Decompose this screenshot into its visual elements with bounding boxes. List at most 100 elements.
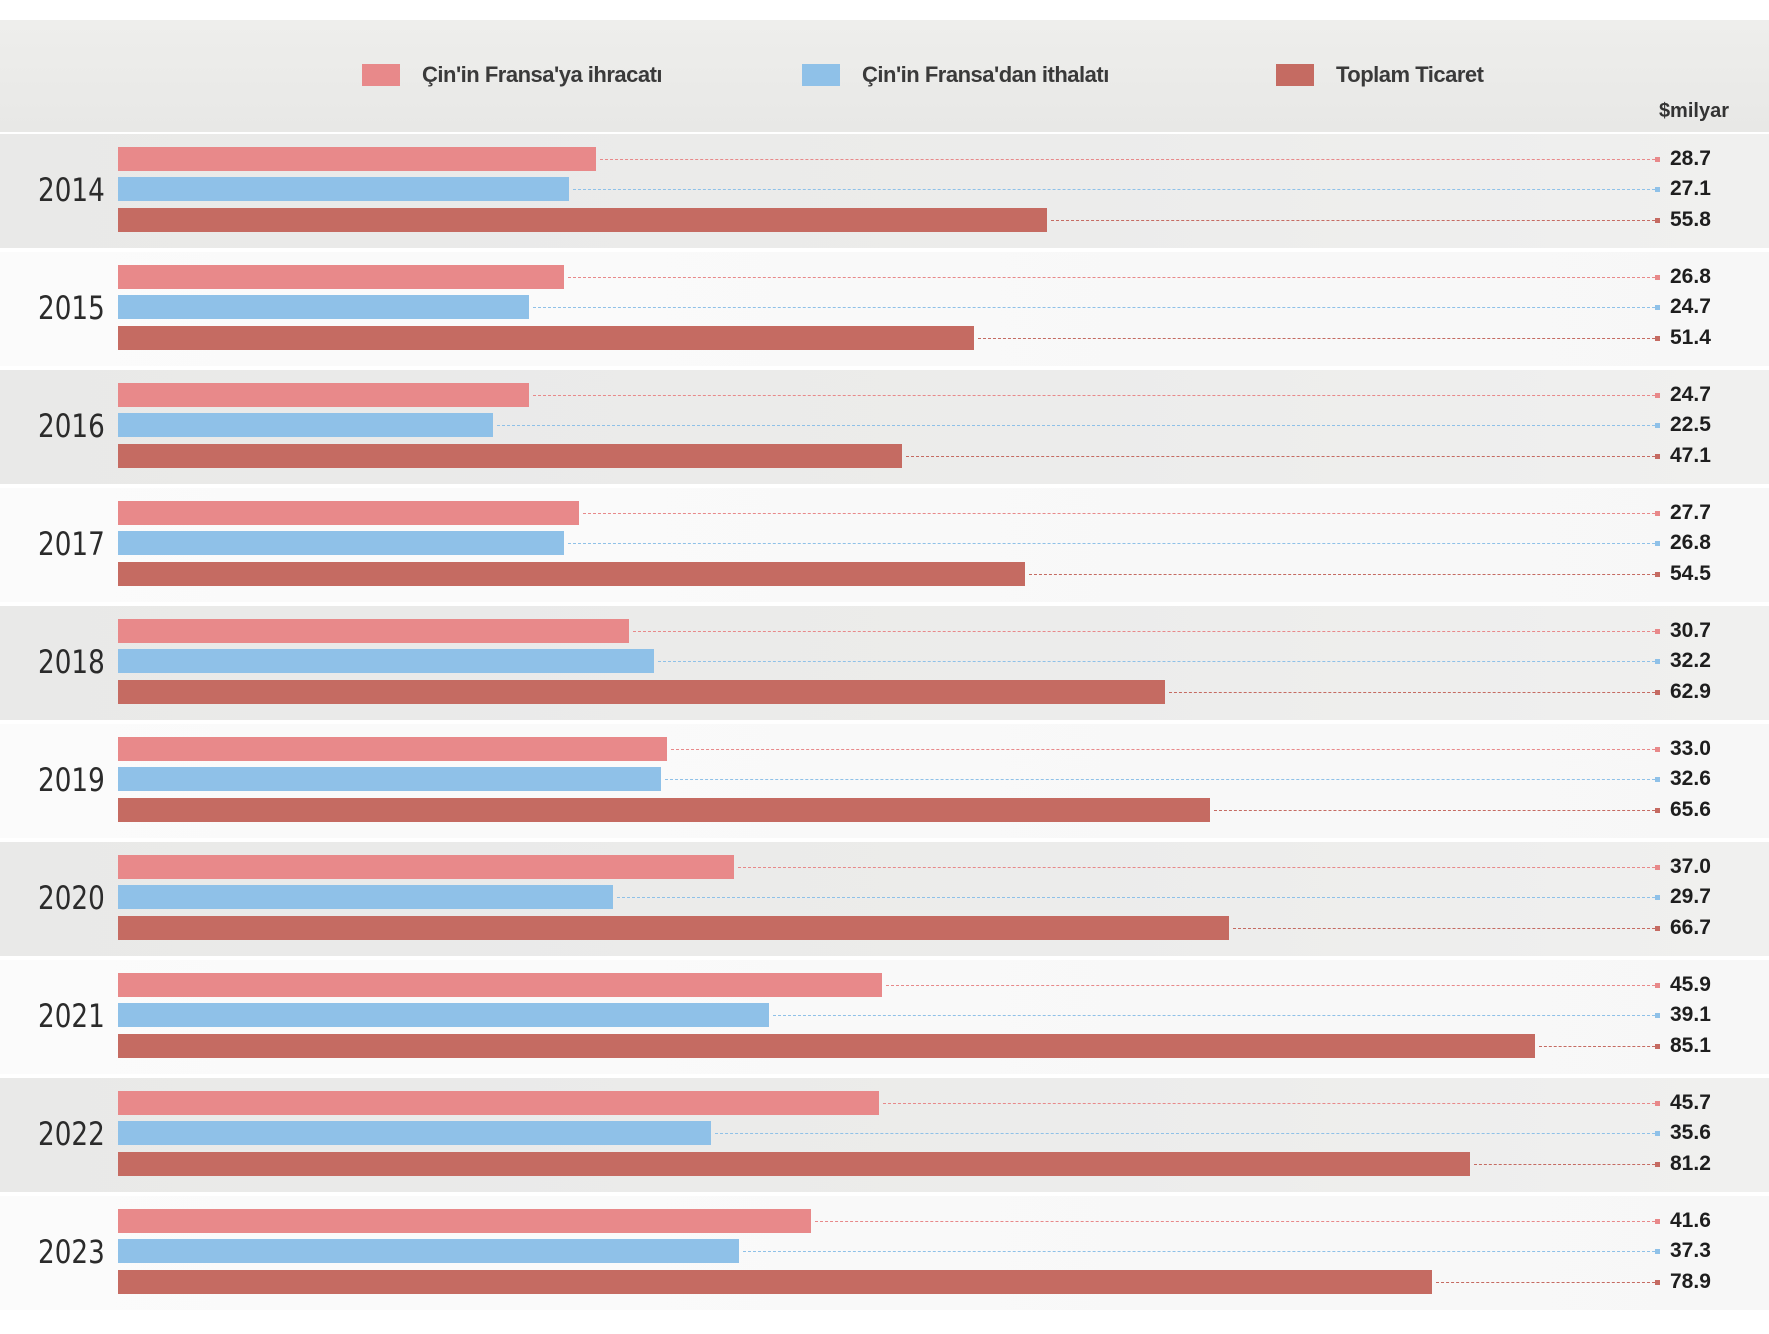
leader-dot-imports-2019 bbox=[1655, 777, 1660, 782]
leader-line-imports-2018 bbox=[658, 661, 1655, 662]
legend-label-exports: Çin'in Fransa'ya ihracatı bbox=[422, 62, 663, 87]
legend-swatch-total bbox=[1276, 64, 1314, 86]
leader-dot-imports-2015 bbox=[1655, 305, 1660, 310]
bar-total-2021 bbox=[118, 1034, 1535, 1058]
bar-total-2019 bbox=[118, 798, 1210, 822]
leader-dot-exports-2023 bbox=[1655, 1219, 1660, 1224]
value-label-imports-2022: 35.6 bbox=[1670, 1121, 1711, 1144]
value-label-imports-2018: 32.2 bbox=[1670, 649, 1711, 672]
year-label-2018: 2018 bbox=[38, 643, 105, 681]
leader-dot-total-2018 bbox=[1655, 690, 1660, 695]
value-label-total-2021: 85.1 bbox=[1670, 1034, 1711, 1057]
leader-dot-exports-2019 bbox=[1655, 747, 1660, 752]
leader-dot-exports-2021 bbox=[1655, 983, 1660, 988]
leader-line-total-2019 bbox=[1214, 810, 1655, 811]
year-label-2021: 2021 bbox=[38, 997, 105, 1035]
value-label-total-2017: 54.5 bbox=[1670, 562, 1711, 585]
leader-dot-exports-2014 bbox=[1655, 157, 1660, 162]
leader-line-imports-2015 bbox=[533, 307, 1655, 308]
leader-line-exports-2017 bbox=[583, 513, 1655, 514]
value-label-imports-2023: 37.3 bbox=[1670, 1239, 1711, 1262]
value-label-total-2016: 47.1 bbox=[1670, 444, 1711, 467]
value-label-total-2019: 65.6 bbox=[1670, 798, 1711, 821]
value-label-imports-2020: 29.7 bbox=[1670, 885, 1711, 908]
leader-line-total-2023 bbox=[1436, 1282, 1655, 1283]
leader-line-total-2022 bbox=[1474, 1164, 1655, 1165]
leader-line-total-2016 bbox=[906, 456, 1655, 457]
value-label-exports-2017: 27.7 bbox=[1670, 501, 1711, 524]
year-label-2020: 2020 bbox=[38, 879, 105, 917]
leader-dot-exports-2022 bbox=[1655, 1101, 1660, 1106]
leader-dot-total-2019 bbox=[1655, 808, 1660, 813]
leader-line-imports-2022 bbox=[715, 1133, 1655, 1134]
leader-dot-imports-2022 bbox=[1655, 1131, 1660, 1136]
leader-line-exports-2022 bbox=[883, 1103, 1655, 1104]
legend-label-imports: Çin'in Fransa'dan ithalatı bbox=[862, 62, 1109, 87]
leader-dot-exports-2020 bbox=[1655, 865, 1660, 870]
value-label-exports-2023: 41.6 bbox=[1670, 1209, 1711, 1232]
leader-dot-imports-2014 bbox=[1655, 187, 1660, 192]
leader-dot-exports-2015 bbox=[1655, 275, 1660, 280]
leader-line-imports-2023 bbox=[743, 1251, 1655, 1252]
bar-exports-2015 bbox=[118, 265, 564, 289]
value-label-imports-2015: 24.7 bbox=[1670, 295, 1711, 318]
value-label-exports-2014: 28.7 bbox=[1670, 147, 1711, 170]
leader-line-imports-2016 bbox=[497, 425, 1655, 426]
leader-dot-total-2014 bbox=[1655, 218, 1660, 223]
bar-exports-2023 bbox=[118, 1209, 811, 1233]
value-label-total-2018: 62.9 bbox=[1670, 680, 1711, 703]
value-label-imports-2014: 27.1 bbox=[1670, 177, 1711, 200]
bar-imports-2018 bbox=[118, 649, 654, 673]
bar-imports-2023 bbox=[118, 1239, 739, 1263]
leader-line-exports-2020 bbox=[738, 867, 1655, 868]
leader-dot-exports-2016 bbox=[1655, 393, 1660, 398]
bar-total-2022 bbox=[118, 1152, 1470, 1176]
leader-line-total-2014 bbox=[1051, 220, 1655, 221]
legend-swatch-imports bbox=[802, 64, 840, 86]
value-label-imports-2016: 22.5 bbox=[1670, 413, 1711, 436]
leader-dot-total-2015 bbox=[1655, 336, 1660, 341]
value-label-exports-2022: 45.7 bbox=[1670, 1091, 1711, 1114]
bar-imports-2019 bbox=[118, 767, 661, 791]
value-label-exports-2019: 33.0 bbox=[1670, 737, 1711, 760]
leader-line-imports-2014 bbox=[573, 189, 1655, 190]
legend-item-imports: Çin'in Fransa'dan ithalatı bbox=[802, 62, 1109, 88]
bar-exports-2014 bbox=[118, 147, 596, 171]
leader-line-imports-2019 bbox=[665, 779, 1655, 780]
year-label-2016: 2016 bbox=[38, 407, 105, 445]
value-label-exports-2016: 24.7 bbox=[1670, 383, 1711, 406]
leader-line-exports-2018 bbox=[633, 631, 1655, 632]
leader-dot-total-2021 bbox=[1655, 1044, 1660, 1049]
legend-band bbox=[0, 20, 1769, 132]
leader-line-exports-2015 bbox=[568, 277, 1655, 278]
value-label-imports-2021: 39.1 bbox=[1670, 1003, 1711, 1026]
unit-label: $milyar bbox=[1658, 100, 1729, 122]
leader-dot-imports-2021 bbox=[1655, 1013, 1660, 1018]
year-label-2022: 2022 bbox=[38, 1115, 105, 1153]
leader-dot-total-2016 bbox=[1655, 454, 1660, 459]
leader-line-exports-2016 bbox=[533, 395, 1655, 396]
legend-item-exports: Çin'in Fransa'ya ihracatı bbox=[362, 62, 663, 88]
leader-line-imports-2017 bbox=[568, 543, 1655, 544]
leader-dot-imports-2023 bbox=[1655, 1249, 1660, 1254]
bar-exports-2017 bbox=[118, 501, 579, 525]
leader-dot-total-2017 bbox=[1655, 572, 1660, 577]
leader-dot-imports-2020 bbox=[1655, 895, 1660, 900]
year-label-2017: 2017 bbox=[38, 525, 105, 563]
leader-line-exports-2021 bbox=[886, 985, 1655, 986]
value-label-total-2023: 78.9 bbox=[1670, 1270, 1711, 1293]
leader-dot-imports-2018 bbox=[1655, 659, 1660, 664]
bar-imports-2017 bbox=[118, 531, 564, 555]
leader-dot-exports-2017 bbox=[1655, 511, 1660, 516]
year-label-2014: 2014 bbox=[38, 171, 105, 209]
leader-line-total-2015 bbox=[978, 338, 1655, 339]
value-label-total-2014: 55.8 bbox=[1670, 208, 1711, 231]
leader-line-exports-2023 bbox=[815, 1221, 1655, 1222]
value-label-exports-2015: 26.8 bbox=[1670, 265, 1711, 288]
bar-exports-2022 bbox=[118, 1091, 879, 1115]
leader-line-total-2020 bbox=[1233, 928, 1655, 929]
bar-exports-2021 bbox=[118, 973, 882, 997]
value-label-exports-2021: 45.9 bbox=[1670, 973, 1711, 996]
leader-dot-total-2022 bbox=[1655, 1162, 1660, 1167]
